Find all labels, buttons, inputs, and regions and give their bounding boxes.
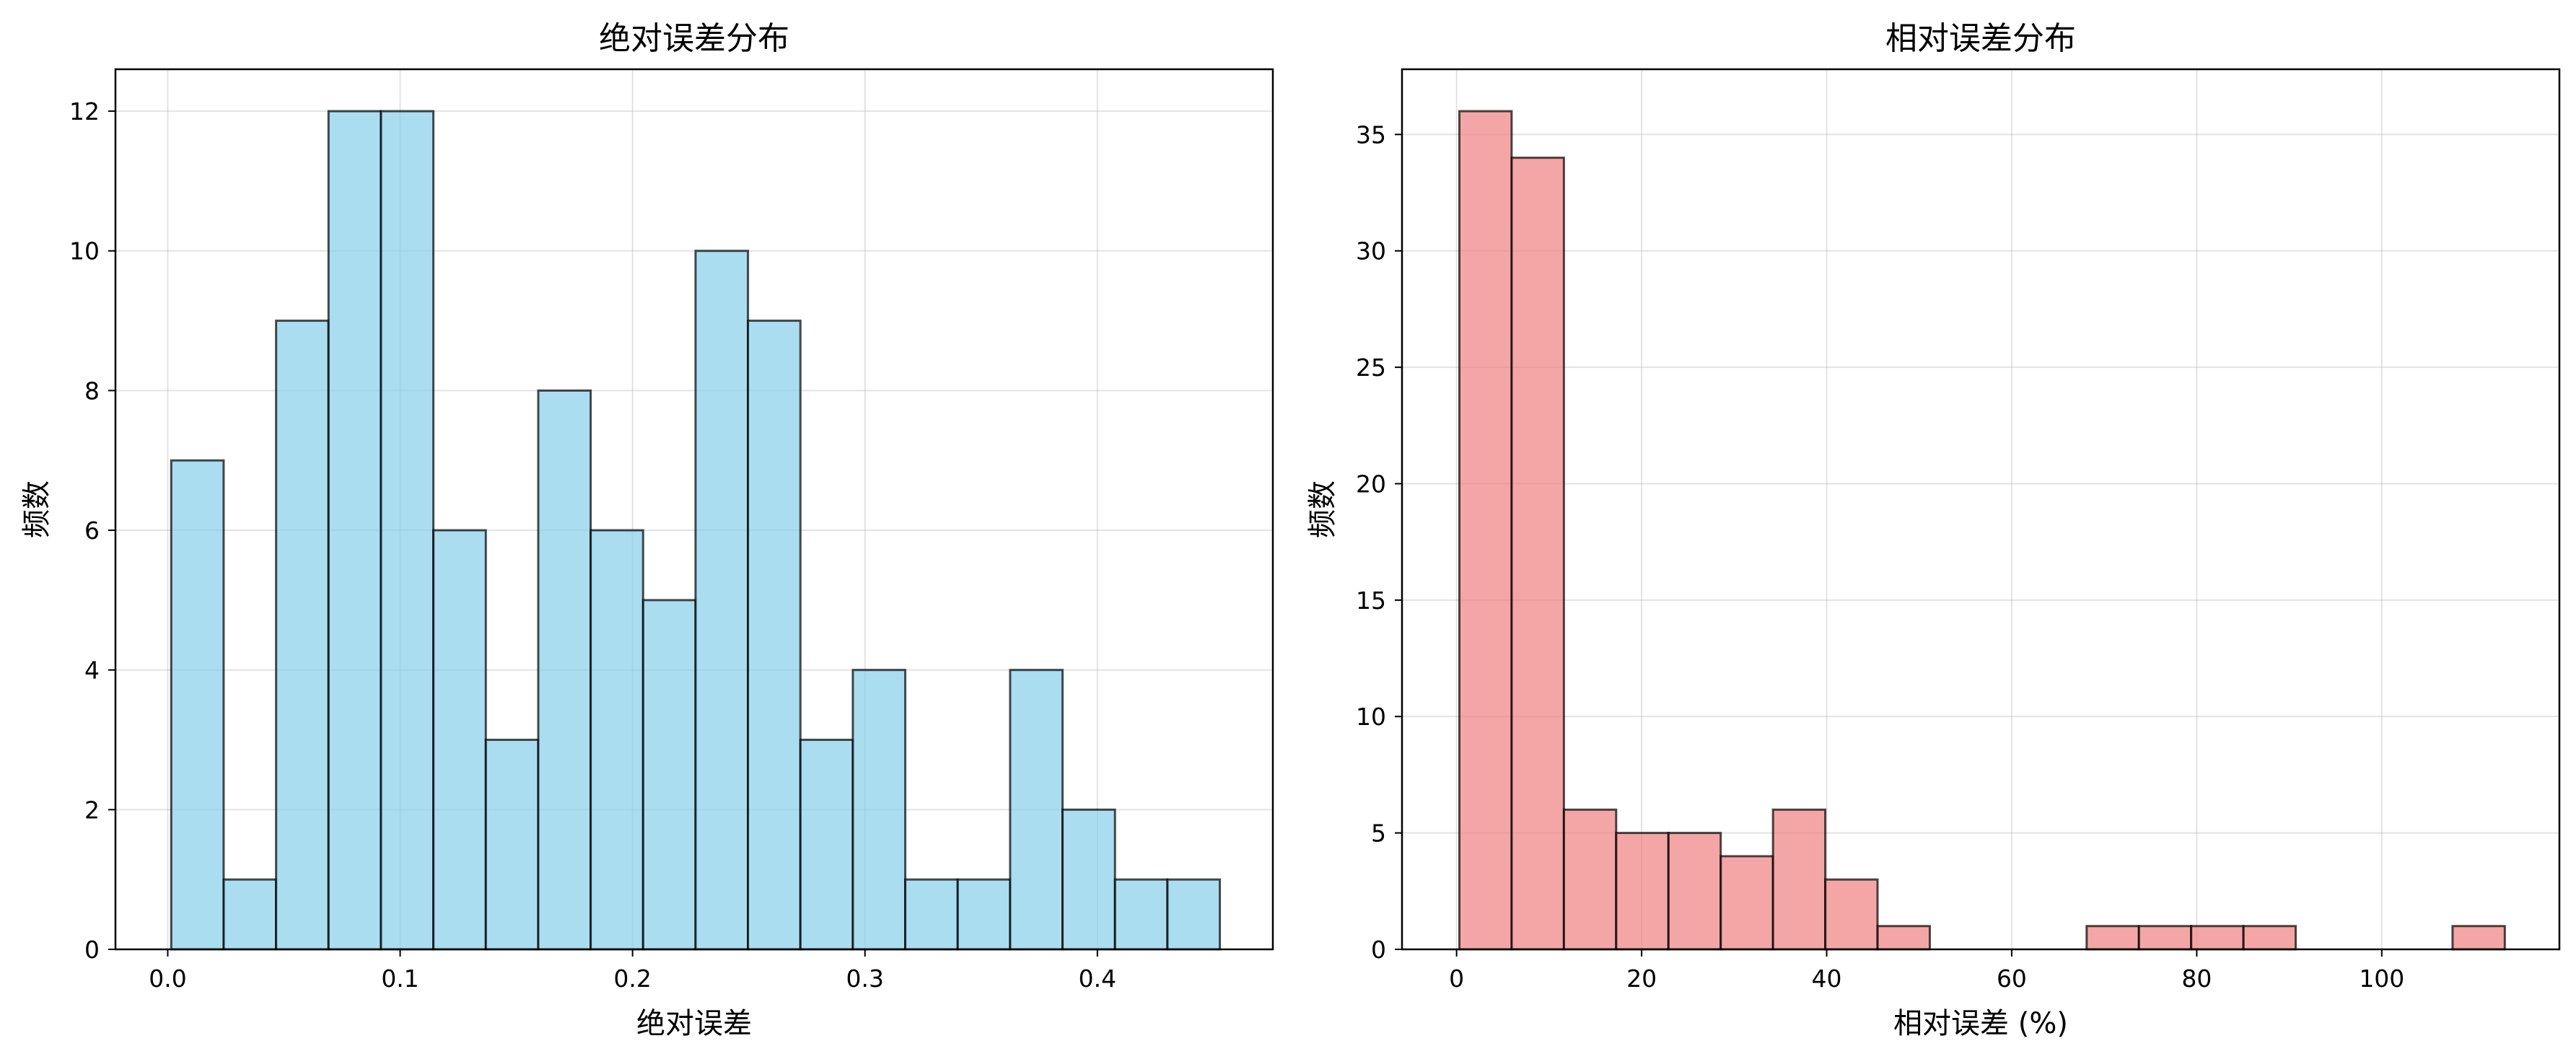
y-tick-label: 2 bbox=[84, 796, 100, 824]
histogram-bar bbox=[799, 739, 854, 951]
histogram-bar bbox=[1166, 878, 1222, 951]
ticks-absolute-error: 0.0 0.1 0.2 0.3 0.4 0 2 4 6 8 10 12 bbox=[69, 97, 1116, 993]
histogram-bar bbox=[222, 878, 278, 951]
histogram-bar bbox=[1458, 110, 1513, 951]
y-tick-label: 6 bbox=[84, 517, 100, 545]
histogram-bar bbox=[851, 669, 907, 951]
y-tick-label: 15 bbox=[1356, 586, 1386, 615]
ticks-relative-error: 0 20 40 60 80 100 0 5 10 15 20 25 30 35 bbox=[1356, 120, 2404, 993]
x-axis-label-relative-error: 相对误差 (%) bbox=[1893, 1007, 2068, 1040]
histogram-bar bbox=[904, 878, 959, 951]
histogram-bar bbox=[1824, 878, 1879, 951]
histogram-bar bbox=[1562, 808, 1618, 951]
histogram-bar bbox=[1061, 808, 1116, 951]
histogram-bar bbox=[2242, 925, 2297, 951]
x-tick-label: 0.1 bbox=[381, 964, 419, 993]
x-tick-label: 0.3 bbox=[846, 964, 883, 993]
histogram-bar bbox=[484, 739, 540, 951]
histogram-bar bbox=[956, 878, 1012, 951]
histogram-bar bbox=[432, 529, 487, 951]
y-tick-label: 0 bbox=[84, 936, 100, 964]
y-tick-label: 35 bbox=[1356, 120, 1386, 149]
y-tick-label: 12 bbox=[69, 97, 100, 126]
histogram-bar bbox=[694, 250, 750, 951]
x-tick-label: 0 bbox=[1449, 964, 1464, 993]
x-axis-label-absolute-error: 绝对误差 bbox=[636, 1007, 752, 1040]
y-axis-label-absolute-error: 频数 bbox=[20, 480, 53, 538]
histogram-bar bbox=[2190, 925, 2245, 951]
histogram-bar bbox=[380, 110, 435, 951]
histogram-bar bbox=[1009, 669, 1064, 951]
y-tick-label: 5 bbox=[1371, 819, 1386, 848]
y-tick-label: 4 bbox=[84, 656, 100, 685]
y-axis-label-relative-error: 频数 bbox=[1306, 480, 1339, 538]
bars-absolute-error bbox=[170, 110, 1222, 951]
histogram-bar bbox=[1113, 878, 1169, 951]
x-tick-label: 20 bbox=[1626, 964, 1657, 993]
y-tick-label: 10 bbox=[69, 237, 100, 265]
panel-relative-error: 0 20 40 60 80 100 0 5 10 15 20 25 30 35 相对误差分布 相对误差 (… bbox=[1306, 20, 2561, 1040]
x-tick-label: 0.4 bbox=[1079, 964, 1116, 993]
histogram-bar bbox=[590, 529, 644, 951]
bars-relative-error bbox=[1458, 110, 2506, 951]
x-tick-label: 0.2 bbox=[613, 964, 651, 993]
y-tick-label: 8 bbox=[84, 377, 100, 405]
x-tick-label: 100 bbox=[2359, 964, 2404, 993]
histogram-bar bbox=[275, 320, 330, 951]
chart-title-absolute-error: 绝对误差分布 bbox=[599, 20, 789, 57]
histogram-bar bbox=[537, 389, 592, 951]
histogram-bar bbox=[170, 459, 225, 951]
x-tick-label: 80 bbox=[2181, 964, 2212, 993]
histogram-bar bbox=[2451, 925, 2506, 951]
plot-frame-relative-error bbox=[1401, 68, 2561, 951]
x-tick-label: 0.0 bbox=[149, 964, 186, 993]
x-tick-label: 60 bbox=[1997, 964, 2027, 993]
histogram-bar bbox=[747, 320, 802, 951]
y-tick-label: 30 bbox=[1356, 237, 1386, 265]
chart-title-relative-error: 相对误差分布 bbox=[1885, 20, 2076, 57]
x-tick-label: 40 bbox=[1812, 964, 1842, 993]
histogram-bar bbox=[1771, 808, 1827, 951]
histogram-bar bbox=[2085, 925, 2140, 951]
histogram-bar bbox=[1719, 855, 1774, 951]
histogram-bar bbox=[1510, 157, 1565, 951]
histogram-bar bbox=[327, 110, 382, 951]
histogram-bar bbox=[1667, 832, 1722, 951]
y-tick-label: 10 bbox=[1356, 703, 1386, 731]
y-tick-label: 25 bbox=[1356, 353, 1386, 382]
histogram-bar bbox=[641, 599, 697, 951]
histogram-bar bbox=[1615, 832, 1670, 951]
plot-frame-absolute-error bbox=[114, 68, 1274, 951]
y-tick-label: 20 bbox=[1356, 470, 1386, 498]
panel-absolute-error: 0.0 0.1 0.2 0.3 0.4 0 2 4 6 8 10 12 绝对误差分布 绝对误差 频数 bbox=[20, 20, 1274, 1040]
histogram-bar bbox=[1876, 925, 1931, 951]
histogram-bar bbox=[2137, 925, 2193, 951]
y-tick-label: 0 bbox=[1371, 936, 1386, 964]
